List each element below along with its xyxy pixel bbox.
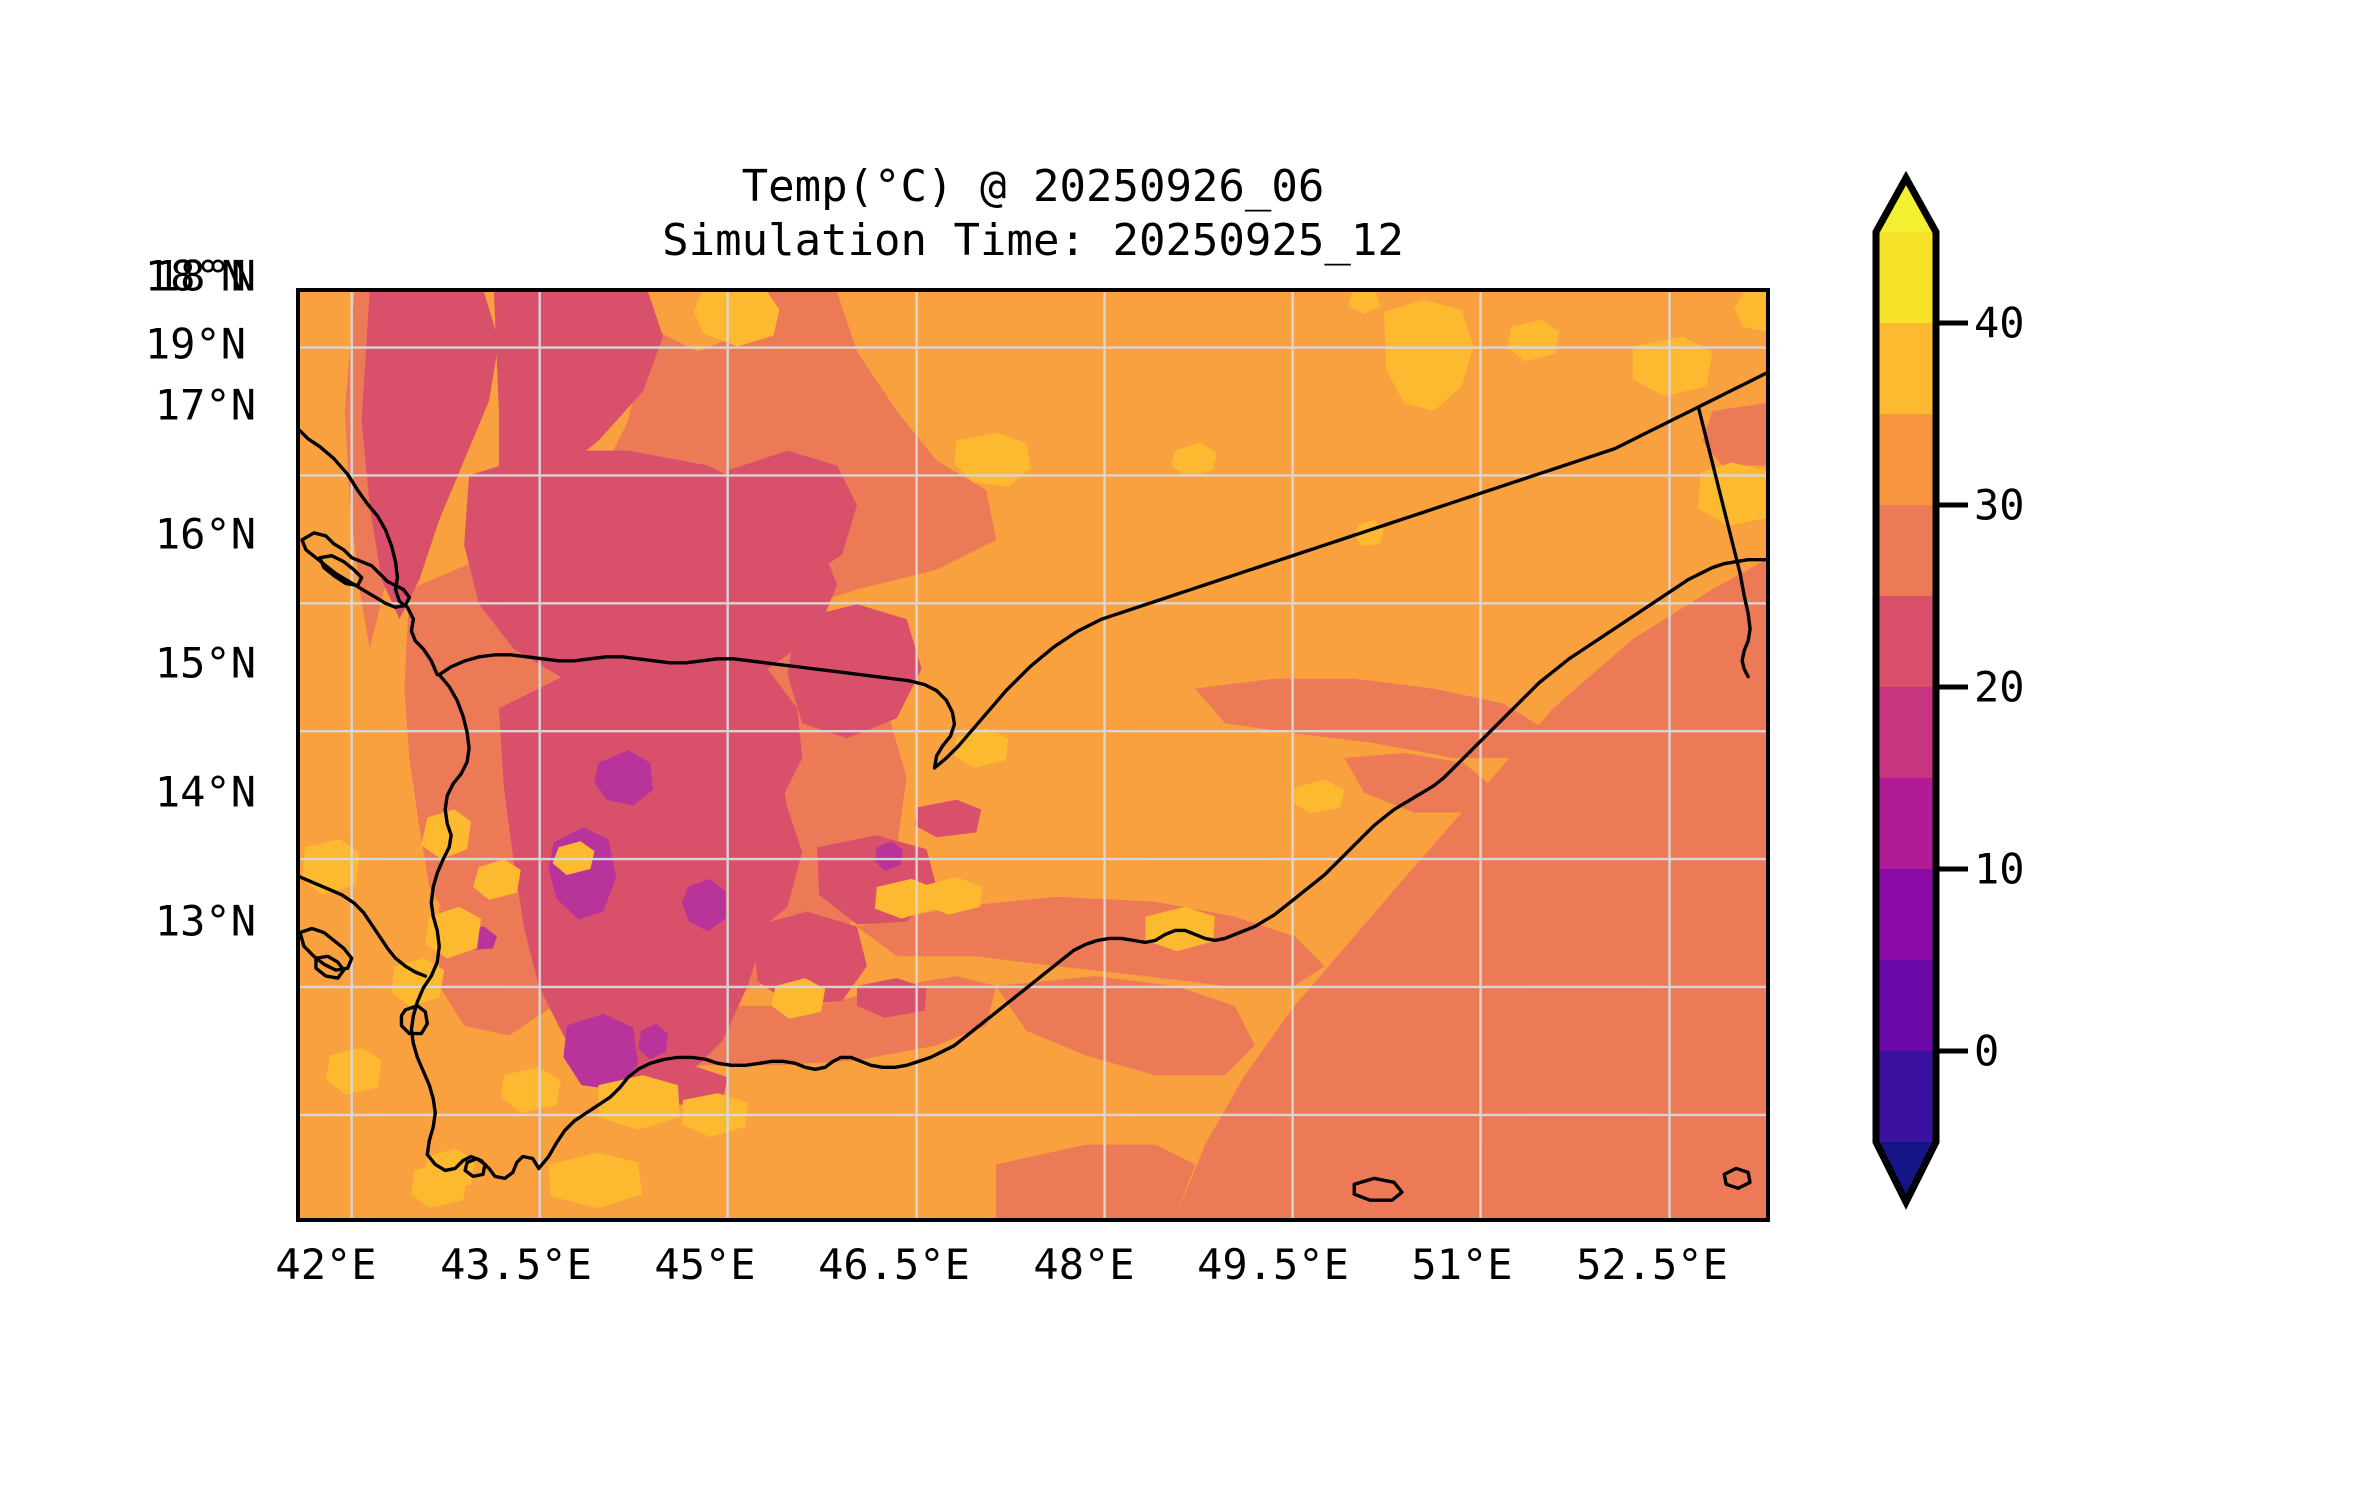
- x-tick-52.5E: 52.5°E: [1576, 1240, 1728, 1289]
- figure-subtitle: Simulation Time: 20250925_12: [662, 214, 1404, 266]
- y-tick-19N: 19°N: [144, 319, 246, 369]
- y-tick-18N: 18°N: [154, 251, 256, 301]
- y-tick-14N: 14°N: [154, 767, 256, 817]
- y-tick-18N-b: 18°N: [144, 251, 246, 301]
- colorbar-tick-40: 40: [1974, 298, 2025, 348]
- x-tick-51E: 51°E: [1411, 1240, 1513, 1289]
- y-tick-17N: 17°N: [154, 380, 256, 430]
- figure-title-block: Temp(°C) @ 20250926_06 Simulation Time: …: [296, 160, 1770, 267]
- temperature-contour-map: [300, 292, 1766, 1218]
- colorbar-gradient: [1872, 170, 1968, 1210]
- map-axes[interactable]: [296, 288, 1770, 1222]
- x-tick-42E: 42°E: [275, 1240, 377, 1289]
- colorbar-tick-20: 20: [1974, 662, 2025, 712]
- figure-title: Temp(°C) @ 20250926_06: [741, 161, 1325, 212]
- x-tick-45E: 45°E: [654, 1240, 756, 1289]
- y-tick-16N: 16°N: [154, 509, 256, 559]
- y-tick-13N: 13°N: [154, 896, 256, 946]
- y-tick-15N: 15°N: [154, 638, 256, 688]
- colorbar-tick-30: 30: [1974, 480, 2025, 530]
- y-axis-tick-labels: 13°N 14°N 15°N 16°N 17°N 18°N: [0, 0, 276, 1500]
- colorbar[interactable]: 40 30 20 10 0: [1856, 170, 2296, 1330]
- x-tick-48E: 48°E: [1033, 1240, 1135, 1289]
- colorbar-tick-0: 0: [1974, 1026, 2000, 1076]
- colorbar-tick-10: 10: [1974, 844, 2025, 894]
- x-tick-49.5E: 49.5°E: [1197, 1240, 1349, 1289]
- x-tick-43.5E: 43.5°E: [440, 1240, 592, 1289]
- x-tick-46.5E: 46.5°E: [818, 1240, 970, 1289]
